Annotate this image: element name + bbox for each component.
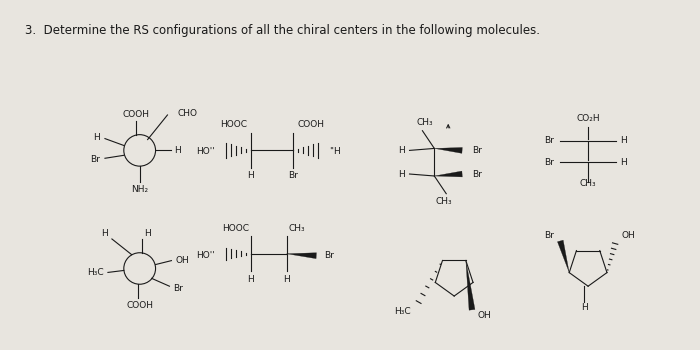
Text: Br: Br [472, 146, 482, 155]
Text: H: H [174, 146, 181, 155]
Text: Br: Br [324, 251, 334, 260]
Text: H: H [581, 303, 587, 312]
Text: H: H [398, 146, 405, 155]
Text: Br: Br [545, 158, 554, 167]
Text: Br: Br [545, 231, 554, 239]
Text: Br: Br [174, 284, 183, 293]
Text: H₃C: H₃C [394, 307, 410, 316]
Text: Br: Br [288, 172, 298, 181]
Text: CH₃: CH₃ [288, 224, 305, 233]
Polygon shape [466, 260, 475, 310]
Text: 3.  Determine the RS configurations of all the chiral centers in the following m: 3. Determine the RS configurations of al… [25, 25, 540, 37]
Polygon shape [557, 240, 569, 273]
Text: H: H [144, 229, 150, 238]
Text: H: H [93, 133, 100, 142]
Text: ''H: ''H [329, 147, 341, 156]
Text: H: H [102, 229, 108, 238]
Text: HOOC: HOOC [220, 120, 247, 129]
Text: H: H [283, 275, 290, 284]
Text: OH: OH [478, 311, 491, 320]
Polygon shape [286, 253, 316, 259]
Text: H: H [620, 158, 626, 167]
Text: CH₃: CH₃ [580, 179, 596, 188]
Text: COOH: COOH [298, 120, 324, 129]
Text: Br: Br [472, 169, 482, 178]
Text: COOH: COOH [126, 301, 153, 310]
Text: H: H [247, 275, 254, 284]
Text: NH₂: NH₂ [131, 185, 148, 194]
Text: CO₂H: CO₂H [576, 114, 600, 124]
Text: HO'': HO'' [196, 147, 215, 156]
Text: H: H [398, 169, 405, 178]
Text: CHO: CHO [177, 108, 197, 118]
Text: HOOC: HOOC [222, 224, 248, 233]
Polygon shape [434, 171, 462, 177]
Text: H₃C: H₃C [88, 268, 104, 277]
Text: Br: Br [90, 155, 100, 164]
Text: Br: Br [545, 136, 554, 145]
Text: OH: OH [622, 231, 636, 239]
Text: HO'': HO'' [196, 251, 215, 260]
Text: OH: OH [176, 256, 189, 265]
Polygon shape [434, 147, 462, 153]
Text: H: H [247, 172, 254, 181]
Text: CH₃: CH₃ [416, 118, 433, 127]
Text: CH₃: CH₃ [436, 197, 453, 206]
Text: H: H [620, 136, 626, 145]
Text: COOH: COOH [122, 111, 149, 119]
